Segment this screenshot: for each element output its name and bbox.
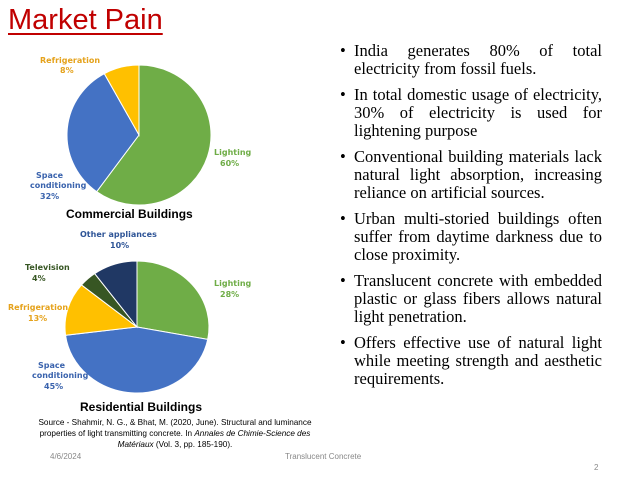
commercial-label-space-2: conditioning bbox=[30, 181, 87, 190]
source-line-2-end: (Vol. 3, pp. 185-190). bbox=[153, 440, 233, 449]
residential-pct-refrigeration: 13% bbox=[28, 314, 47, 323]
residential-label-television: Television bbox=[25, 263, 70, 272]
residential-caption: Residential Buildings bbox=[80, 400, 203, 414]
source-line-1: Source - Shahmir, N. G., & Bhat, M. (202… bbox=[38, 418, 312, 427]
residential-label-refrigeration: Refrigeration bbox=[8, 303, 68, 312]
residential-label-space-2: conditioning bbox=[32, 371, 89, 380]
bullet-item: Conventional building materials lack nat… bbox=[340, 148, 602, 202]
commercial-label-lighting: Lighting bbox=[214, 148, 252, 157]
bullet-item: In total domestic usage of electricity, … bbox=[340, 86, 602, 140]
residential-pie-chart bbox=[64, 260, 210, 394]
commercial-pct-lighting: 60% bbox=[220, 159, 239, 168]
commercial-pct-refrigeration: 8% bbox=[60, 66, 74, 75]
charts-area: Refrigeration 8% Lighting 60% Space cond… bbox=[8, 56, 252, 394]
bullet-list: India generates 80% of total electricity… bbox=[340, 42, 602, 396]
page-number: 2 bbox=[594, 463, 599, 472]
commercial-slice-lighting bbox=[95, 64, 212, 206]
residential-pct-lighting: 28% bbox=[220, 290, 239, 299]
commercial-slice-space-conditioning bbox=[66, 72, 140, 193]
footer-title: Translucent Concrete bbox=[285, 452, 362, 461]
residential-label-lighting: Lighting bbox=[214, 279, 252, 288]
residential-pct-other: 10% bbox=[110, 241, 129, 250]
commercial-pct-space: 32% bbox=[40, 192, 59, 201]
residential-slice-space-conditioning bbox=[65, 326, 209, 394]
bullet-item: India generates 80% of total electricity… bbox=[340, 42, 602, 78]
commercial-pie-chart bbox=[66, 64, 212, 206]
bullet-item: Translucent concrete with embedded plast… bbox=[340, 272, 602, 326]
residential-label-space-1: Space bbox=[38, 361, 66, 370]
residential-slice-lighting bbox=[136, 260, 210, 340]
bullet-item: Urban multi-storied buildings often suff… bbox=[340, 210, 602, 264]
source-citation: Source - Shahmir, N. G., & Bhat, M. (202… bbox=[22, 417, 328, 450]
commercial-label-space-1: Space bbox=[36, 171, 64, 180]
slide-title: Market Pain bbox=[8, 4, 163, 36]
commercial-caption: Commercial Buildings bbox=[66, 207, 193, 221]
residential-slice-refrigeration bbox=[64, 284, 139, 336]
footer-date: 4/6/2024 bbox=[50, 452, 82, 461]
source-journal: Annales de Chimie-Science des Matériaux bbox=[117, 429, 311, 449]
commercial-label-refrigeration: Refrigeration bbox=[40, 56, 100, 65]
commercial-slice-refrigeration bbox=[103, 64, 140, 137]
residential-pct-space: 45% bbox=[44, 382, 63, 391]
residential-label-other: Other appliances bbox=[80, 230, 157, 239]
residential-slice-other-appliances bbox=[93, 260, 138, 329]
bullet-item: Offers effective use of natural light wh… bbox=[340, 334, 602, 388]
source-line-2: properties of light transmitting concret… bbox=[39, 429, 195, 438]
residential-pct-television: 4% bbox=[32, 274, 46, 283]
